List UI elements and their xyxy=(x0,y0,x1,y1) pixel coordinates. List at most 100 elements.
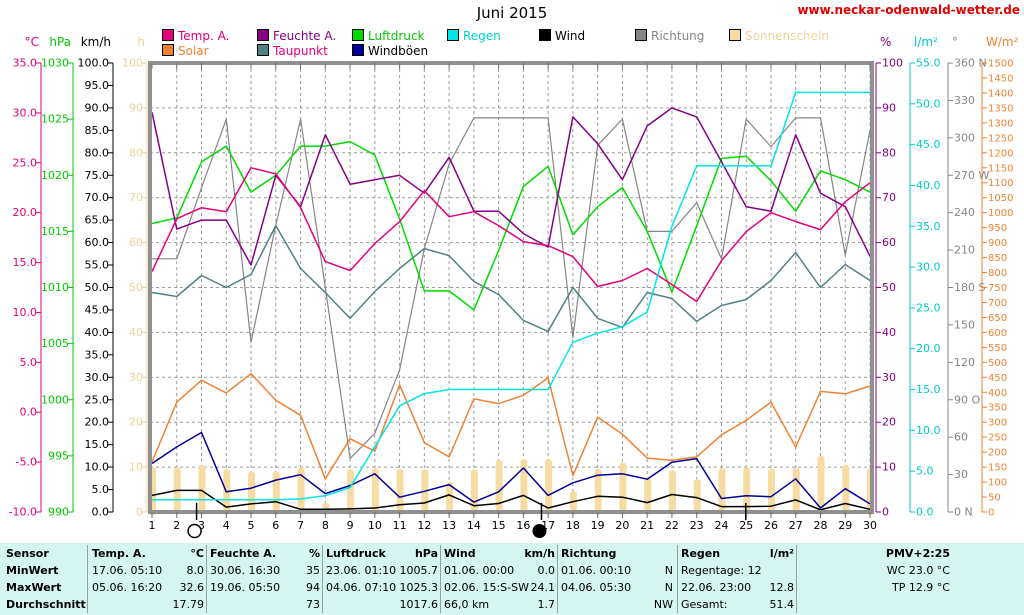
axis-tick-label: 1500 xyxy=(988,59,1013,70)
axis-tick-label: 60 xyxy=(954,431,968,444)
axis-tick-label: 85.0 xyxy=(85,124,110,137)
table-cell: km/h xyxy=(524,547,555,560)
legend-label: Regen xyxy=(463,29,501,43)
x-tick-label: 29 xyxy=(838,519,852,532)
stats-table: Sensor MinWert MaxWert Durchschnitt Temp. A.… xyxy=(0,543,1024,615)
x-tick-label: 12 xyxy=(417,519,431,532)
table-divider xyxy=(206,545,207,613)
axis-tick-label: 1010 xyxy=(41,281,69,294)
legend-item-feuchte-a-: Feuchte A. xyxy=(257,29,336,43)
axis-tick-label: 35.0 xyxy=(13,57,38,70)
x-tick-label: 28 xyxy=(813,519,827,532)
legend-swatch xyxy=(257,44,269,56)
legend-item-richtung: Richtung xyxy=(635,29,704,43)
axis-tick-label: 90 xyxy=(129,101,143,114)
table-cell: 02.06. 15:S-SW xyxy=(444,581,529,594)
axis-tick-label: 25.0 xyxy=(916,301,941,314)
axis-tick-label: 0 N xyxy=(954,506,973,519)
axis-tick-label: 60 xyxy=(882,236,896,249)
axis-tick-label: 10 xyxy=(129,461,143,474)
x-tick-label: 4 xyxy=(223,519,230,532)
axis-unit-label: W/m² xyxy=(986,35,1019,49)
axis-tick-label: 995 xyxy=(48,449,69,462)
table-cell: 19.06. 05:50 xyxy=(210,581,281,594)
series-solar xyxy=(151,372,871,480)
axis-tick-label: 5.0 xyxy=(916,465,934,478)
x-tick-label: 20 xyxy=(615,519,629,532)
axis-unit-label: l/m² xyxy=(914,35,938,49)
axis-tick-label: 1350 xyxy=(988,103,1013,114)
axis-tick-label: 990 xyxy=(48,506,69,519)
axis-tick-label: 1200 xyxy=(988,148,1013,159)
axis-tick-label: 360 N xyxy=(954,57,987,70)
axis-tick-label: 300 xyxy=(988,418,1007,429)
legend-item-temp-a-: Temp. A. xyxy=(162,29,229,43)
table-cell: hPa xyxy=(414,547,438,560)
legend-item-taupunkt: Taupunkt xyxy=(257,44,328,58)
x-tick-label: 2 xyxy=(173,519,180,532)
axis-unit-label: °C xyxy=(25,35,39,49)
table-cell: 73 xyxy=(306,598,320,611)
table-cell: 17.79 xyxy=(172,598,205,611)
sonnenschein-bar xyxy=(371,468,379,515)
table-cell: 04.06. 07:10 xyxy=(326,581,397,594)
sonnenschein-bar xyxy=(644,476,652,515)
sonnenschein-bar xyxy=(495,460,503,515)
sonnenschein-bar xyxy=(545,459,553,515)
axis-unit-label: km/h xyxy=(81,35,111,49)
axis-tick-label: 500 xyxy=(988,358,1007,369)
x-tick-label: 10 xyxy=(368,519,382,532)
axis-tick-label: 600 xyxy=(988,328,1007,339)
sonnenschein-bar xyxy=(594,468,602,515)
axis-tick-label: 400 xyxy=(988,388,1007,399)
sonnenschein-bar xyxy=(446,481,454,515)
table-cell: 04.06. 05:30 xyxy=(561,581,632,594)
axis-tick-label: 1005 xyxy=(41,337,69,350)
axis-tick-label: 0 xyxy=(988,508,994,519)
axis-tick-label: 20 xyxy=(129,416,143,429)
table-cell: PMV+2:25 xyxy=(885,547,950,560)
table-cell: Sensor xyxy=(6,547,49,560)
legend-swatch xyxy=(257,29,269,41)
axis-tick-label: 1030 xyxy=(41,57,69,70)
table-cell: NW xyxy=(653,598,673,611)
axis-tick-label: 1100 xyxy=(988,178,1013,189)
sonnenschein-bar xyxy=(718,467,726,515)
table-cell: 51.4 xyxy=(769,598,795,611)
table-cell: Luftdruck xyxy=(326,547,386,560)
axis-tick-label: 10.0 xyxy=(13,306,38,319)
legend-swatch xyxy=(162,44,174,56)
axis-tick-label: 100.0 xyxy=(78,57,110,70)
axis-tick-label: 15.0 xyxy=(13,256,38,269)
axis-tick-label: 330 xyxy=(954,94,975,107)
series-wind xyxy=(151,489,871,511)
axis-tick-label: 45.0 xyxy=(916,138,941,151)
axis-tick-label: 50.0 xyxy=(916,97,941,110)
axis-tick-label: 20 xyxy=(882,416,896,429)
axis-tick-label: 15.0 xyxy=(916,383,941,396)
axis-tick-label: 700 xyxy=(988,298,1007,309)
axis-tick-label: 80 xyxy=(129,146,143,159)
axis-tick-label: 90 O xyxy=(954,393,980,406)
axis-tick-label: 90 xyxy=(882,101,896,114)
table-cell: Feuchte A. xyxy=(210,547,277,560)
x-tick-label: 9 xyxy=(347,519,354,532)
axis-tick-label: 120 xyxy=(954,356,975,369)
axis-tick-label: 0.0 xyxy=(20,406,38,419)
axis-tick-label: 80.0 xyxy=(85,146,110,159)
axis-tick-label: 15.0 xyxy=(85,438,110,451)
x-tick-label: 15 xyxy=(492,519,506,532)
table-cell: Richtung xyxy=(561,547,617,560)
sonnenschein-bar xyxy=(396,468,404,515)
axis-tick-label: 150 xyxy=(988,463,1007,474)
axis-tick-label: 150 xyxy=(954,318,975,331)
series-richtung xyxy=(152,117,871,459)
axis-tick-label: 250 xyxy=(988,433,1007,444)
website-link[interactable]: www.neckar-odenwald-wetter.de xyxy=(797,3,1020,17)
table-cell: 1.7 xyxy=(537,598,556,611)
axis-tick-label: 1300 xyxy=(988,118,1013,129)
axis-tick-label: 210 xyxy=(954,244,975,257)
axis-tick-label: 30.0 xyxy=(13,106,38,119)
axis-tick-label: 0.0 xyxy=(916,506,934,519)
sonnenschein-bar xyxy=(520,459,528,515)
